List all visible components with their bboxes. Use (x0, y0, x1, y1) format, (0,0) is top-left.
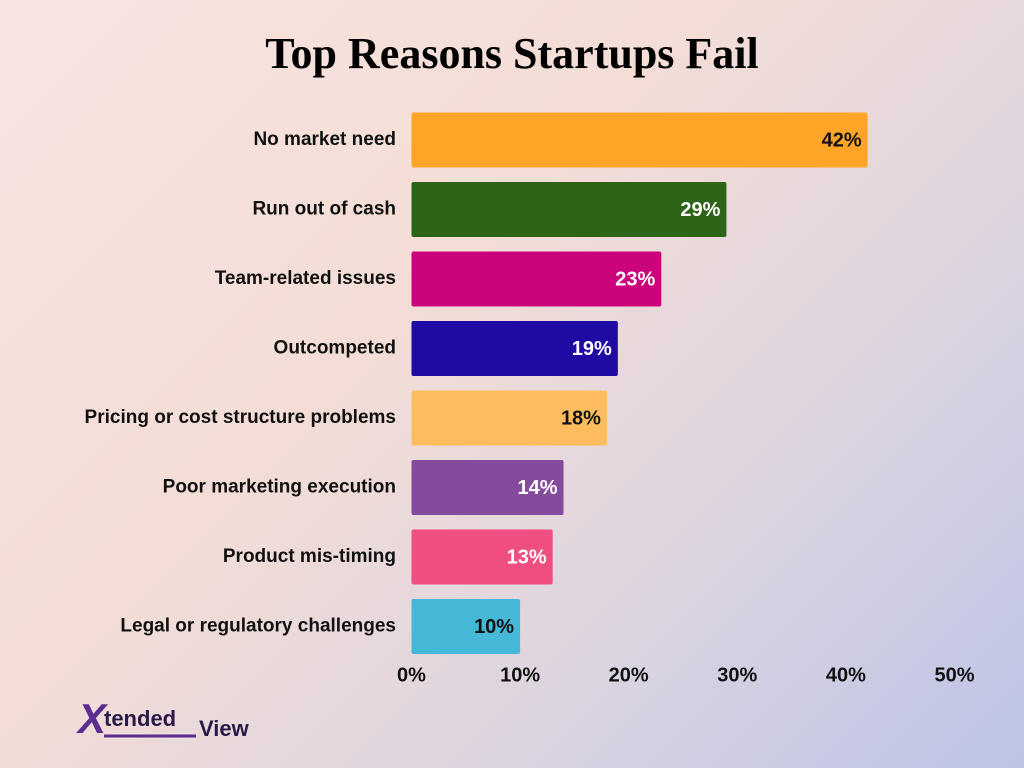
value-label: 42% (822, 129, 862, 151)
logo: X tended View (76, 695, 250, 742)
x-tick-label: 40% (826, 664, 866, 686)
y-tick-label: Product mis-timing (223, 546, 396, 567)
bar (411, 599, 521, 654)
x-tick-label: 30% (717, 664, 757, 686)
value-label: 13% (507, 546, 547, 568)
y-tick-label: Pricing or cost structure problems (85, 407, 396, 428)
x-tick-label: 10% (500, 664, 540, 686)
bar (411, 390, 607, 446)
bar (411, 112, 868, 168)
logo-text: tended (104, 706, 176, 731)
x-tick-label: 20% (609, 664, 649, 686)
y-tick-label: Run out of cash (252, 199, 396, 220)
y-tick-label: Poor marketing execution (163, 477, 396, 498)
y-tick-label: Legal or regulatory challenges (120, 616, 396, 637)
x-tick-label: 0% (397, 664, 426, 686)
bar (411, 529, 553, 585)
bar (411, 460, 564, 515)
value-label: 14% (518, 477, 558, 499)
y-tick-label: Outcompeted (274, 338, 396, 359)
value-label: 29% (680, 199, 720, 221)
logo-mark: X (76, 695, 109, 742)
value-label: 18% (561, 407, 601, 429)
value-label: 19% (572, 338, 612, 360)
value-label: 23% (615, 268, 655, 290)
bar (411, 251, 662, 307)
y-tick-label: No market need (253, 129, 396, 150)
y-tick-label: Team-related issues (215, 268, 396, 289)
x-tick-label: 50% (934, 664, 974, 686)
logo-text: View (199, 716, 250, 741)
value-label: 10% (474, 616, 514, 638)
chart-title: Top Reasons Startups Fail (265, 29, 759, 78)
bar (411, 182, 727, 237)
bar (411, 321, 618, 376)
